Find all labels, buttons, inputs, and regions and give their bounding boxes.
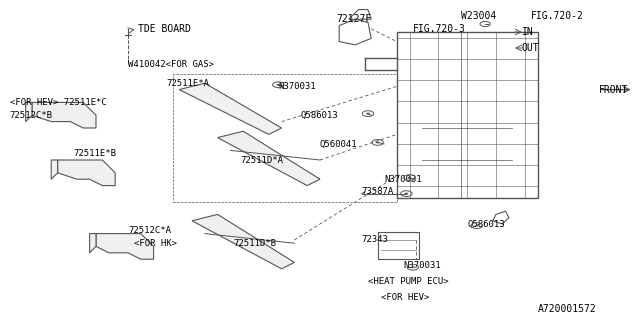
Text: 72512C*A: 72512C*A xyxy=(128,226,171,235)
Text: IN: IN xyxy=(522,27,533,37)
Text: <FOR HEV>: <FOR HEV> xyxy=(381,293,429,302)
FancyBboxPatch shape xyxy=(378,232,419,259)
Text: 72511D*B: 72511D*B xyxy=(234,239,276,248)
Text: FIG.720-2: FIG.720-2 xyxy=(531,11,584,21)
Circle shape xyxy=(366,113,370,115)
Text: 72511E*A: 72511E*A xyxy=(166,79,209,88)
Polygon shape xyxy=(493,211,509,224)
Text: <FOR HK>: <FOR HK> xyxy=(134,239,177,248)
Text: 72127F: 72127F xyxy=(336,14,371,24)
Circle shape xyxy=(404,193,408,195)
Circle shape xyxy=(376,141,380,143)
Circle shape xyxy=(411,266,415,268)
Polygon shape xyxy=(218,131,320,186)
Text: FIG.720-3: FIG.720-3 xyxy=(413,24,466,34)
Polygon shape xyxy=(58,160,115,186)
Text: W23004: W23004 xyxy=(461,11,496,21)
Text: Q586013: Q586013 xyxy=(301,111,339,120)
Text: Q560041: Q560041 xyxy=(320,140,358,148)
Polygon shape xyxy=(90,234,96,253)
Text: OUT: OUT xyxy=(522,43,540,53)
Polygon shape xyxy=(349,10,371,19)
Polygon shape xyxy=(192,214,294,269)
Text: 72511D*A: 72511D*A xyxy=(240,156,283,164)
Text: <FOR HEV> 72511E*C: <FOR HEV> 72511E*C xyxy=(10,98,106,107)
Text: N370031: N370031 xyxy=(278,82,316,91)
Text: Q586013: Q586013 xyxy=(467,220,505,228)
Polygon shape xyxy=(339,19,371,45)
Text: 72343: 72343 xyxy=(362,236,388,244)
Polygon shape xyxy=(96,234,154,259)
Text: A720001572: A720001572 xyxy=(538,304,596,314)
Polygon shape xyxy=(32,102,96,128)
Circle shape xyxy=(276,84,280,86)
Circle shape xyxy=(408,177,412,179)
Text: TDE BOARD: TDE BOARD xyxy=(138,24,191,34)
Text: W410042<FOR GAS>: W410042<FOR GAS> xyxy=(128,60,214,68)
Circle shape xyxy=(475,225,479,227)
Text: N370031: N370031 xyxy=(403,261,441,270)
Text: 73587A: 73587A xyxy=(362,188,394,196)
Polygon shape xyxy=(51,160,58,179)
Text: 72512C*B: 72512C*B xyxy=(10,111,52,120)
Polygon shape xyxy=(179,83,282,134)
Text: <HEAT PUMP ECU>: <HEAT PUMP ECU> xyxy=(368,277,449,286)
Text: N370031: N370031 xyxy=(384,175,422,184)
Polygon shape xyxy=(26,102,32,122)
Text: FRONT: FRONT xyxy=(598,84,628,95)
Text: 72511E*B: 72511E*B xyxy=(74,149,116,158)
